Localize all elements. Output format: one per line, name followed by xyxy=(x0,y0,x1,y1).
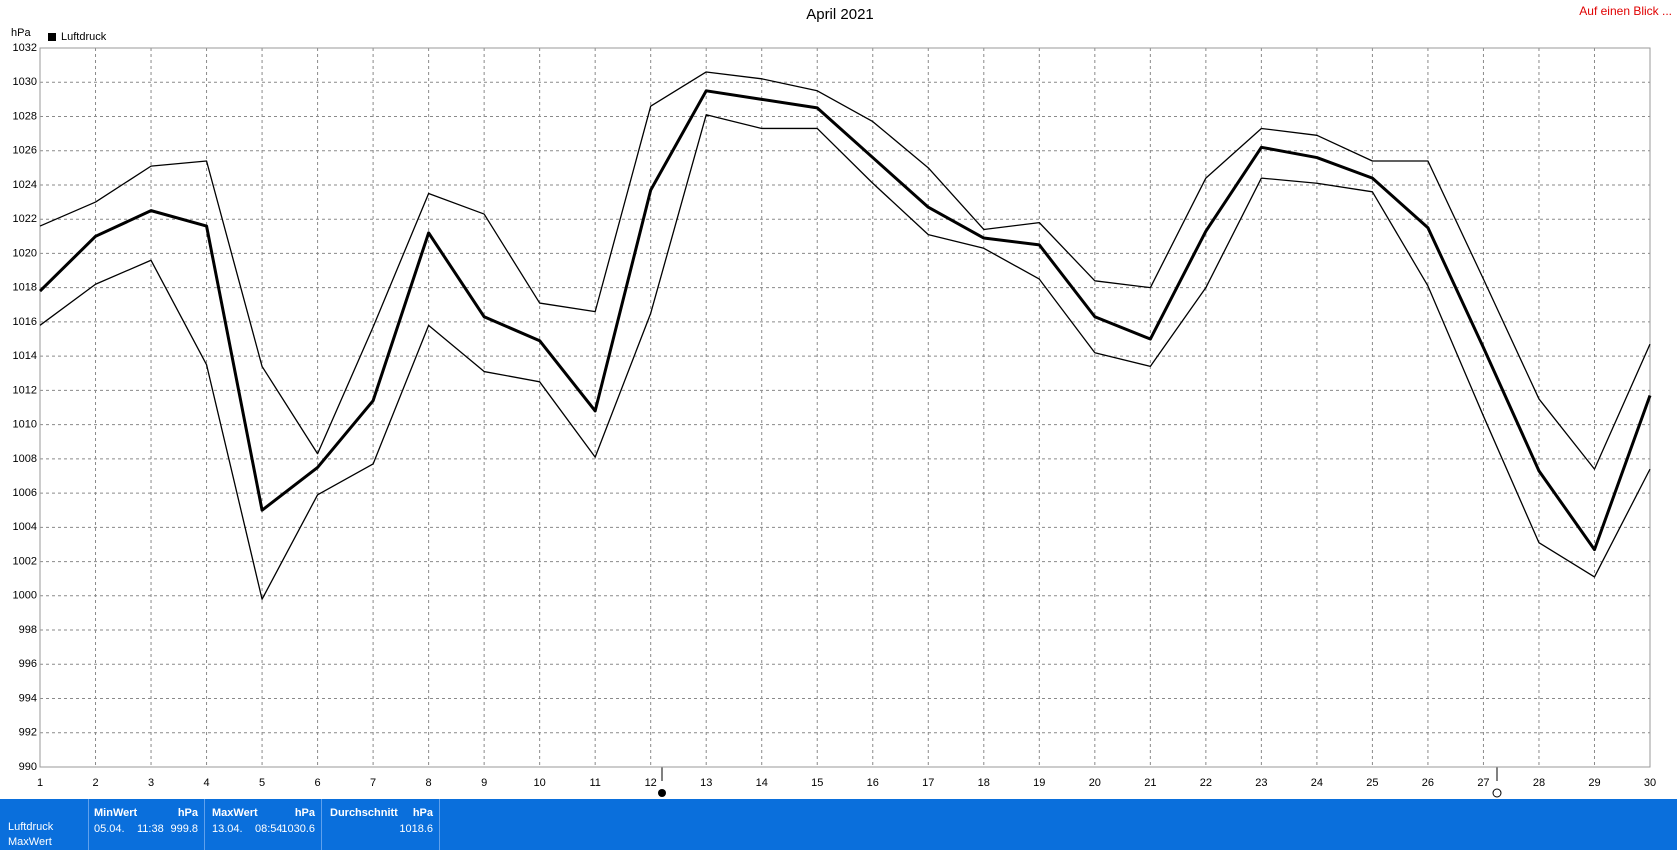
x-tick-label: 26 xyxy=(1422,777,1434,789)
y-tick-label: 1022 xyxy=(13,213,37,225)
x-tick-label: 16 xyxy=(867,777,879,789)
y-tick-label: 1008 xyxy=(13,453,37,465)
cell-time: 11:38 xyxy=(137,823,164,835)
chart: April 2021 Auf einen Blick ... hPa 99099… xyxy=(11,4,1672,798)
summary-bar: Luftdruck MaxWert MinWert hPa 05.04. 11:… xyxy=(0,799,1677,850)
y-tick-label: 1016 xyxy=(13,316,37,328)
y-tick-label: 1012 xyxy=(13,384,37,396)
x-tick-label: 18 xyxy=(978,777,990,789)
x-tick-label: 5 xyxy=(259,777,265,789)
y-tick-label: 1010 xyxy=(13,419,37,431)
cell-unit: hPa xyxy=(294,807,315,819)
cell-date: 13.04. xyxy=(212,823,243,835)
plot-frame xyxy=(39,47,1651,768)
cell-date: 05.04. xyxy=(94,823,125,835)
y-tick-label: 1004 xyxy=(13,521,37,533)
x-tick-label: 9 xyxy=(481,777,487,789)
row-labels: Luftdruck MaxWert xyxy=(0,799,89,850)
y-tick-label: 1000 xyxy=(13,590,37,602)
x-tick-label: 28 xyxy=(1533,777,1545,789)
y-tick-label: 992 xyxy=(19,727,37,739)
x-tick-label: 24 xyxy=(1311,777,1323,789)
y-tick-label: 1018 xyxy=(13,282,37,294)
x-tick-label: 12 xyxy=(645,777,657,789)
y-tick-label: 990 xyxy=(19,761,37,773)
cell-header: Durchschnitt xyxy=(330,807,398,819)
x-tick-label: 29 xyxy=(1588,777,1600,789)
x-tick-label: 1 xyxy=(37,777,43,789)
x-tick-label: 3 xyxy=(148,777,154,789)
x-tick-label: 13 xyxy=(700,777,712,789)
x-tick-label: 2 xyxy=(92,777,98,789)
summary-cell: MaxWert hPa 13.04. 08:54 1030.6 xyxy=(205,799,322,850)
x-tick-label: 15 xyxy=(811,777,823,789)
x-tick-label: 11 xyxy=(589,777,600,789)
marker-icon xyxy=(1492,788,1502,798)
x-tick-label: 14 xyxy=(756,777,768,789)
y-tick-label: 1030 xyxy=(13,76,37,88)
x-tick-label: 4 xyxy=(203,777,209,789)
chart-title: April 2021 xyxy=(806,6,874,23)
legend-label: Luftdruck xyxy=(61,31,107,43)
x-tick-label: 8 xyxy=(426,777,432,789)
cell-unit: hPa xyxy=(177,807,198,819)
y-tick-label: 1028 xyxy=(13,110,37,122)
overview-link[interactable]: Auf einen Blick ... xyxy=(1579,4,1672,18)
y-tick-label: 1020 xyxy=(13,247,37,259)
y-tick-label: 1006 xyxy=(13,487,37,499)
line-series xyxy=(39,114,1651,600)
y-tick-label: 998 xyxy=(19,624,37,636)
y-tick-label: 1002 xyxy=(13,555,37,567)
cell-value: 1018.6 xyxy=(399,823,433,835)
x-tick-label: 30 xyxy=(1644,777,1656,789)
row-label: Luftdruck xyxy=(8,821,54,833)
y-tick-label: 1032 xyxy=(13,42,37,54)
x-tick-label: 19 xyxy=(1033,777,1045,789)
x-tick-label: 25 xyxy=(1366,777,1378,789)
legend-swatch xyxy=(48,33,56,41)
x-tick-label: 27 xyxy=(1477,777,1489,789)
x-tick-label: 20 xyxy=(1089,777,1101,789)
cell-time: 08:54 xyxy=(255,823,283,835)
cell-header: MinWert xyxy=(94,807,138,819)
y-tick-label: 1026 xyxy=(13,145,37,157)
x-tick-label: 7 xyxy=(370,777,376,789)
y-tick-label: 1024 xyxy=(13,179,37,191)
summary-cell: Durchschnitt hPa 1018.6 xyxy=(322,799,440,850)
summary-cell: MinWert hPa 05.04. 11:38 999.8 xyxy=(89,799,205,850)
x-tick-label: 10 xyxy=(534,777,546,789)
line-series xyxy=(38,89,1652,552)
x-tick-label: 21 xyxy=(1144,777,1156,789)
cell-unit: hPa xyxy=(412,807,433,819)
row-label: MaxWert xyxy=(8,836,52,848)
line-series xyxy=(39,71,1651,470)
marker-icon xyxy=(658,789,666,797)
y-axis-label: hPa xyxy=(11,27,31,39)
x-tick-label: 17 xyxy=(922,777,934,789)
y-tick-label: 994 xyxy=(19,692,37,704)
x-tick-label: 6 xyxy=(315,777,321,789)
cell-value: 1030.6 xyxy=(281,823,315,835)
x-tick-label: 22 xyxy=(1200,777,1212,789)
cell-value: 999.8 xyxy=(170,823,198,835)
cell-header: MaxWert xyxy=(212,807,258,819)
x-tick-label: 23 xyxy=(1255,777,1267,789)
y-tick-label: 996 xyxy=(19,658,37,670)
y-tick-label: 1014 xyxy=(13,350,37,362)
